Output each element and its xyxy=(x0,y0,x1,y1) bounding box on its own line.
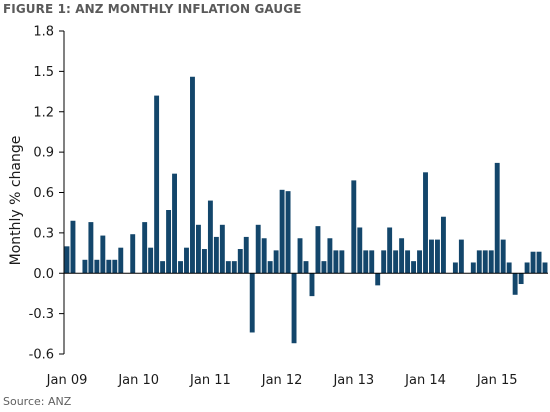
bar xyxy=(387,227,393,274)
bar xyxy=(160,261,166,274)
bar xyxy=(94,259,100,274)
x-axis-ticks: Jan 09 Jan 10 Jan 11 Jan 12 Jan 13 Jan 14 Jan … xyxy=(46,373,518,388)
bar xyxy=(172,173,177,274)
y-tick-label: 1.5 xyxy=(33,65,54,80)
bars xyxy=(64,76,548,344)
y-tick-label: 0.0 xyxy=(33,267,54,282)
bar xyxy=(500,239,506,274)
bar xyxy=(315,226,321,274)
bar xyxy=(154,95,160,274)
bar xyxy=(476,250,482,274)
x-tick-label: Jan 11 xyxy=(189,373,231,388)
bar xyxy=(369,250,375,274)
bar xyxy=(512,273,518,295)
bar xyxy=(106,259,112,274)
bar xyxy=(243,236,249,274)
bar xyxy=(482,250,488,274)
bar xyxy=(429,239,434,274)
bar xyxy=(100,235,106,274)
bar xyxy=(423,172,428,274)
bar xyxy=(351,180,357,274)
bar xyxy=(339,250,345,274)
bar xyxy=(530,251,536,274)
bar xyxy=(225,261,231,274)
bar xyxy=(279,189,285,274)
x-tick-label: Jan 13 xyxy=(332,373,374,388)
bar xyxy=(267,261,273,274)
bar xyxy=(261,238,267,274)
bar xyxy=(452,262,458,274)
bar xyxy=(470,262,476,274)
bar xyxy=(130,234,136,274)
bar xyxy=(201,249,207,274)
y-tick-label: -0.6 xyxy=(29,348,54,363)
bar xyxy=(399,238,405,274)
bar xyxy=(237,249,243,274)
bar xyxy=(231,261,237,274)
bar xyxy=(309,273,315,297)
bar xyxy=(327,238,333,274)
y-tick-label: 1.8 xyxy=(33,25,54,40)
bar xyxy=(207,200,213,274)
bar xyxy=(333,250,339,274)
bar xyxy=(435,239,440,274)
y-tick-label: 0.9 xyxy=(33,146,54,161)
y-axis-label: Monthly % change xyxy=(8,136,24,266)
bar xyxy=(542,262,548,274)
bar xyxy=(321,261,327,274)
x-tick-label: Jan 10 xyxy=(117,373,159,388)
source-note: Source: ANZ xyxy=(3,395,72,408)
bar xyxy=(166,210,172,274)
bar xyxy=(357,227,363,274)
bar xyxy=(148,247,154,274)
bar xyxy=(405,250,411,274)
bar xyxy=(178,261,183,274)
bar xyxy=(375,273,381,286)
bar xyxy=(411,261,417,274)
chart-title: FIGURE 1: ANZ MONTHLY INFLATION GAUGE xyxy=(3,2,302,16)
bar xyxy=(524,262,530,274)
bar xyxy=(88,222,94,274)
x-tick-label: Jan 09 xyxy=(46,373,88,388)
bar xyxy=(82,259,88,274)
bar xyxy=(142,222,148,274)
x-tick-label: Jan 12 xyxy=(261,373,303,388)
bar xyxy=(393,250,399,274)
x-tick-label: Jan 14 xyxy=(404,373,446,388)
y-tick-label: 0.3 xyxy=(33,226,54,241)
bar xyxy=(440,216,446,274)
y-tick-label: -0.3 xyxy=(29,307,54,322)
bar xyxy=(219,224,225,274)
bar xyxy=(303,261,309,274)
bar xyxy=(291,273,297,344)
y-tick-label: 1.2 xyxy=(33,105,54,120)
bar xyxy=(363,250,369,274)
bar xyxy=(64,246,70,274)
bar xyxy=(190,76,195,274)
bar xyxy=(70,220,76,274)
bar xyxy=(417,250,422,274)
bar xyxy=(213,236,219,274)
bar xyxy=(273,250,279,274)
y-tick-label: 0.6 xyxy=(33,186,54,201)
bar xyxy=(112,259,118,274)
y-axis-ticks: -0.6 -0.3 0.0 0.3 0.6 0.9 1.2 1.5 1.8 xyxy=(29,25,64,363)
bar xyxy=(494,162,500,274)
bar xyxy=(118,247,124,274)
bar xyxy=(488,250,494,274)
bar xyxy=(506,262,512,274)
bar xyxy=(381,250,387,274)
bar xyxy=(249,273,255,333)
bar xyxy=(255,224,261,274)
bar xyxy=(195,224,201,274)
bar xyxy=(297,238,303,274)
bar xyxy=(536,251,542,274)
bar xyxy=(458,239,464,274)
bar xyxy=(285,191,291,274)
bar xyxy=(518,273,524,285)
x-tick-label: Jan 15 xyxy=(476,373,518,388)
bar xyxy=(184,247,189,274)
